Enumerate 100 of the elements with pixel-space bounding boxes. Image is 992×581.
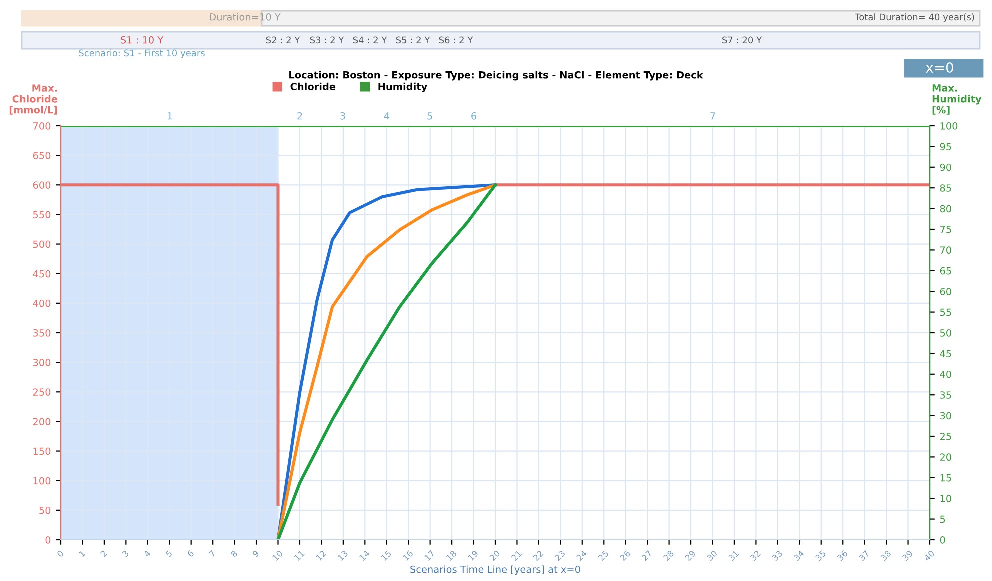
y-tick-label: 0: [46, 536, 51, 544]
y2-tick-label: 90: [940, 164, 952, 172]
x-tick-label: 13: [338, 550, 348, 562]
text: 2: [298, 112, 302, 120]
x-tick-label: 6: [187, 550, 195, 558]
y2-tick-label: 25: [940, 432, 952, 440]
text: 4: [384, 112, 390, 120]
text: 5: [428, 112, 432, 120]
text: 3: [340, 112, 346, 120]
x-tick-label: 39: [902, 550, 914, 562]
x-tick-label: 14: [359, 550, 370, 562]
text: S5 : 2 Y: [396, 36, 430, 44]
y-axis-title: Max. Chloride [mmol/L]: [10, 84, 58, 115]
text: 7: [710, 112, 716, 120]
text: x=0: [926, 62, 954, 74]
x-tick-label: 24: [576, 550, 588, 562]
line-series: [276, 184, 498, 540]
text: Total Duration= 40 year(s): [855, 14, 974, 22]
y2-tick-label: 10: [940, 495, 952, 502]
text: S1 : 10 Y: [121, 36, 164, 44]
x-tick-label: 5: [166, 550, 173, 558]
y2-tick-label: 0: [940, 536, 946, 544]
y2-tick-label: 80: [940, 205, 952, 213]
y2-tick-label: 65: [940, 267, 952, 275]
x-tick-label: 31: [728, 550, 740, 562]
y2-tick-label: 35: [940, 392, 952, 399]
y-tick-label: 500: [33, 240, 51, 248]
x-tick-label: 3: [122, 550, 130, 558]
x-tick-label: 37: [858, 550, 870, 562]
x-tick-label: 16: [402, 550, 414, 562]
x-tick-label: 2: [100, 550, 108, 558]
y2-tick-label: 20: [940, 454, 952, 462]
x-tick-label: 25: [598, 550, 610, 562]
x-tick-label: 17: [424, 550, 436, 562]
x-tick-label: 15: [381, 550, 392, 562]
y-tick-label: 600: [33, 182, 51, 189]
y-tick-label: 50: [40, 506, 51, 514]
y2-tick-label: 45: [940, 350, 952, 358]
y-tick-label: 250: [33, 388, 51, 396]
y-tick-label: 450: [33, 270, 51, 278]
y2-tick-label: 40: [940, 370, 952, 378]
y2-tick-label: 55: [940, 308, 952, 316]
y2-tick-label: 60: [940, 288, 952, 296]
x-tick-label: 32: [750, 550, 762, 562]
x-tick-label: 29: [684, 550, 696, 562]
x-axis-title: Scenarios Time Line [years] at x=0: [410, 566, 580, 576]
y2-tick-label: 30: [940, 412, 952, 420]
x-tick-label: 36: [837, 550, 848, 562]
y-tick-label: 550: [33, 211, 51, 219]
y2-tick-label: 95: [940, 143, 952, 151]
x-tick-label: 20: [489, 550, 501, 562]
x-tick-label: 27: [642, 550, 652, 562]
text: S4 : 2 Y: [353, 36, 388, 44]
legend-label: Humidity: [378, 82, 428, 92]
x-tick-label: 26: [620, 550, 631, 562]
y2-tick-label: 70: [940, 246, 952, 254]
x-tick-label: 28: [663, 550, 674, 562]
y2-tick-label: 15: [940, 474, 952, 482]
x-tick-label: 8: [230, 550, 238, 558]
text: Duration=10 Y: [210, 13, 281, 21]
text: S6 : 2 Y: [439, 36, 474, 44]
y2-tick-label: 75: [940, 226, 952, 234]
y2-tick-label: 100: [940, 122, 958, 130]
x-tick-label: 21: [511, 550, 522, 562]
x-tick-label: 1: [78, 550, 86, 558]
y-tick-label: 200: [33, 418, 51, 426]
x-tick-label: 40: [924, 550, 936, 562]
x-tick-label: 12: [316, 550, 326, 562]
x-tick-label: 19: [468, 550, 479, 562]
y-tick-label: 300: [33, 359, 51, 366]
y2-tick-label: 50: [940, 329, 952, 337]
x-tick-label: 11: [294, 550, 305, 562]
x-tick-label: 22: [532, 550, 544, 562]
x-tick-label: 0: [56, 550, 64, 558]
y-tick-label: 650: [33, 152, 51, 160]
x-tick-label: 35: [815, 550, 826, 562]
y-tick-label: 700: [34, 122, 51, 130]
y-tick-label: 350: [33, 329, 51, 337]
x-tick-label: 33: [772, 550, 783, 562]
y-tick-label: 150: [34, 448, 51, 456]
text: S3 : 2 Y: [310, 36, 344, 44]
y2-tick-label: 85: [940, 184, 952, 192]
y2-tick-label: 5: [940, 516, 946, 524]
x-tick-label: 38: [880, 550, 892, 562]
text: S7 : 20 Y: [722, 36, 762, 44]
x-tick-label: 9: [252, 550, 260, 558]
y2-axis-title: Max. Humidity [%]: [932, 84, 982, 115]
x-tick-label: 23: [554, 550, 566, 562]
x-tick-label: 34: [794, 550, 805, 562]
x-tick-label: 30: [706, 550, 718, 562]
text: 6: [472, 112, 476, 120]
x-tick-label: 18: [446, 550, 458, 562]
y-tick-label: 100: [34, 477, 51, 485]
x-tick-label: 4: [144, 550, 152, 558]
legend-label: Chloride: [290, 82, 336, 90]
chart-title: Location: Boston - Exposure Type: Deicing salts - NaCl - Element Type: Deck: [290, 71, 704, 81]
x-tick-label: 10: [272, 550, 284, 562]
y-tick-label: 400: [33, 300, 51, 308]
x-tick-label: 7: [209, 550, 216, 558]
text: Scenario: S1 - First 10 years: [79, 50, 205, 58]
